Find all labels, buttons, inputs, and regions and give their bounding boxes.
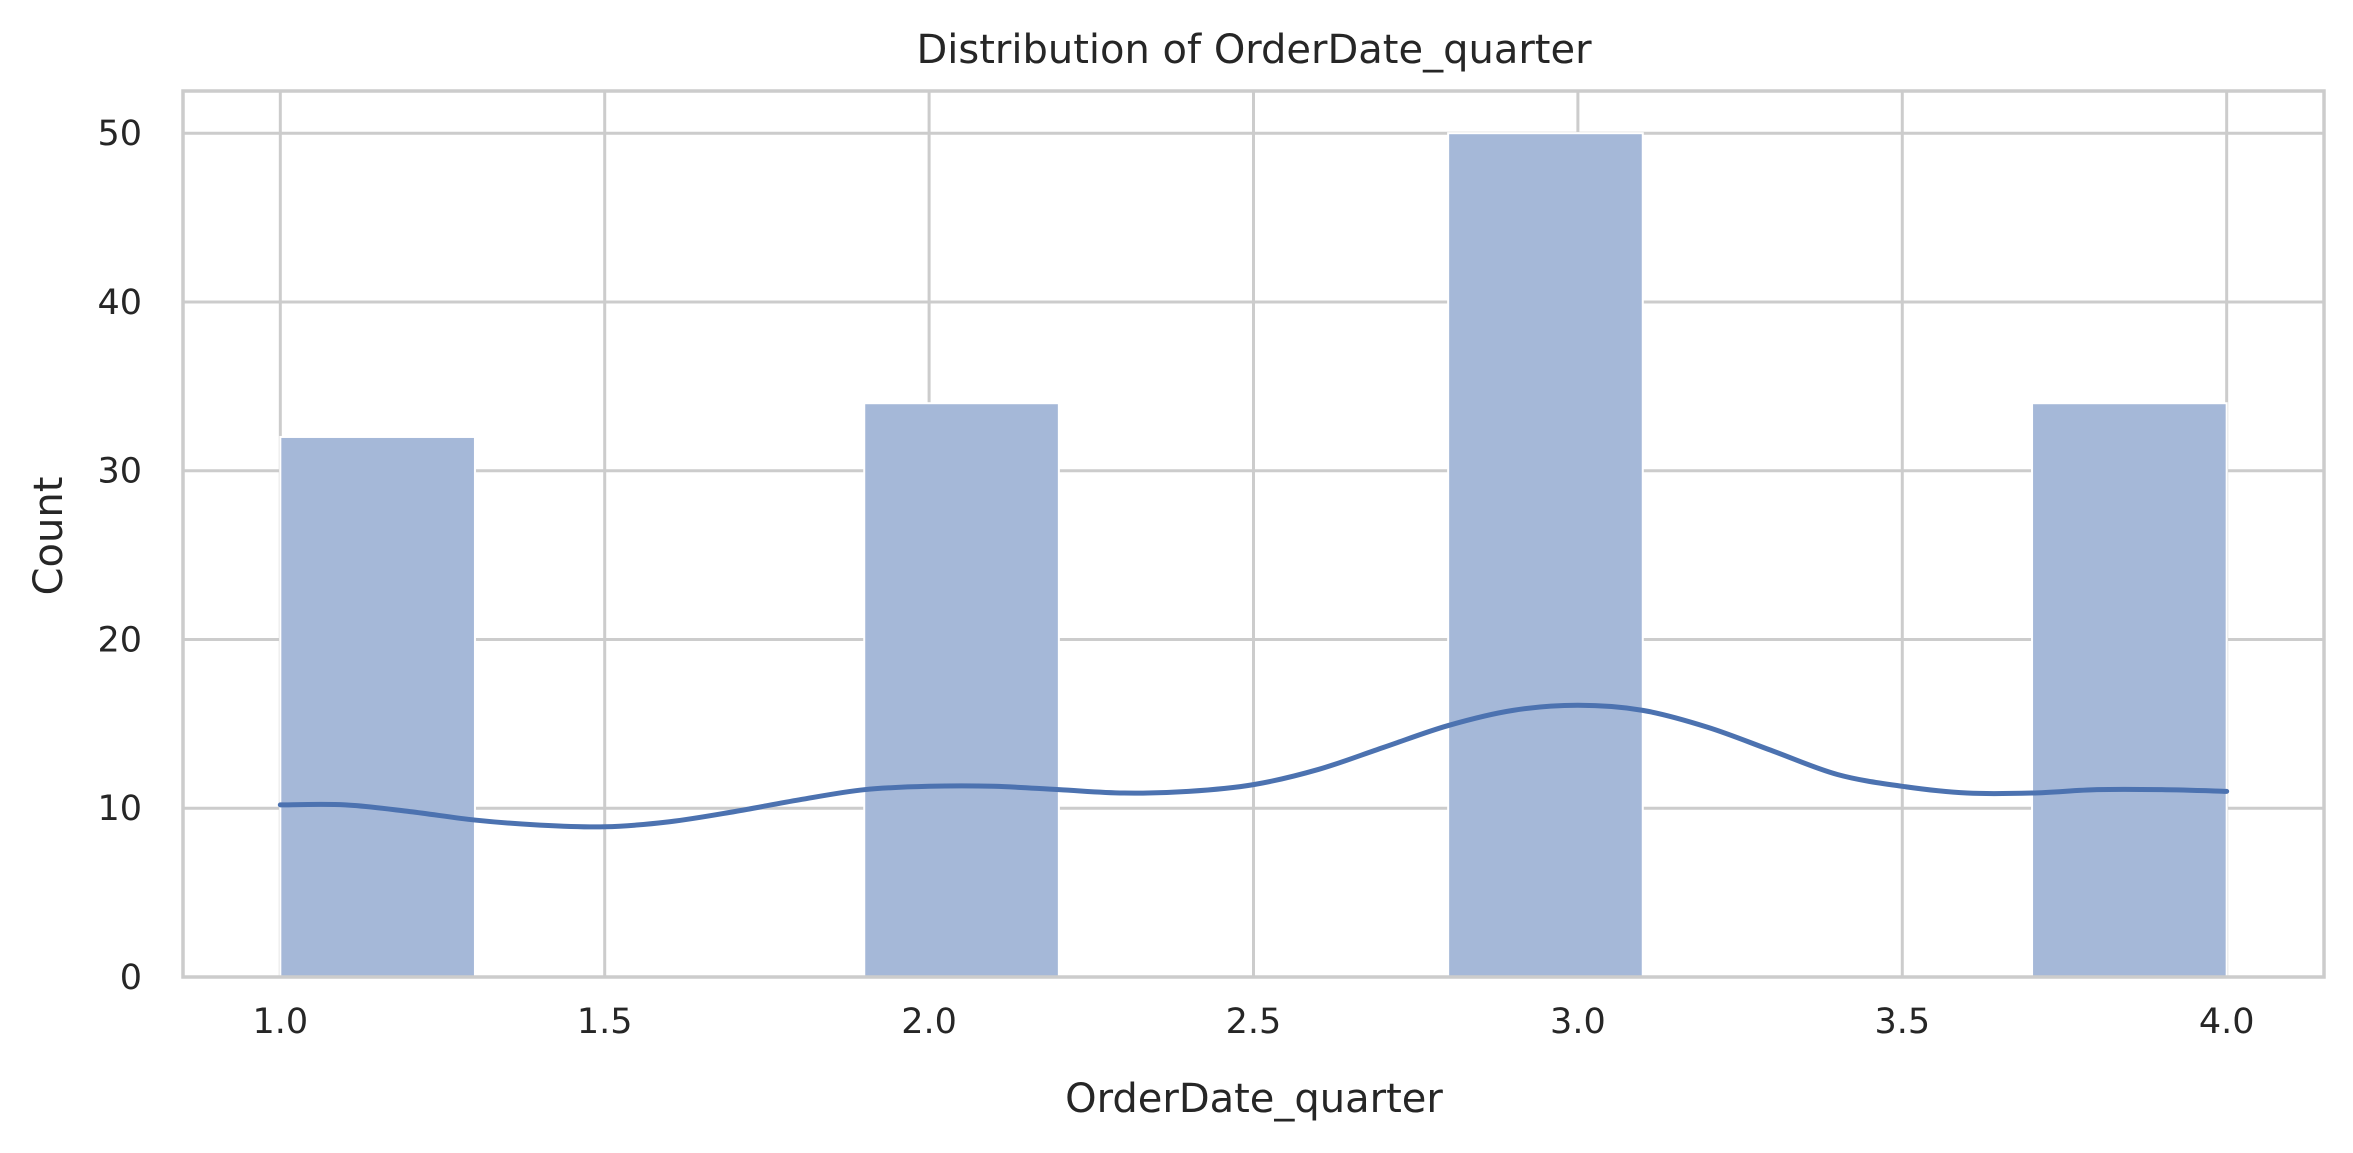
kde-curve-group: [277, 702, 2230, 830]
y-tick-label: 30: [97, 452, 142, 492]
x-tick-label: 4.0: [2199, 1002, 2255, 1042]
y-tick-label: 20: [97, 620, 142, 660]
y-tick-label: 0: [120, 958, 142, 998]
y-axis-label: Count: [26, 477, 72, 596]
histogram-bar: [1447, 132, 1644, 978]
histogram-bar: [2031, 402, 2228, 978]
x-tick-label: 3.5: [1874, 1002, 1930, 1042]
x-tick-labels: 1.0 1.5 2.0 2.5 3.0 3.5 4.0: [252, 1002, 2254, 1042]
y-tick-label: 10: [97, 789, 142, 829]
kde-curve: [277, 702, 2230, 830]
y-tick-labels: 0 10 20 30 40 50: [97, 114, 142, 998]
x-tick-label: 2.0: [901, 1002, 957, 1042]
histogram-bar: [863, 402, 1060, 978]
x-tick-label: 1.0: [252, 1002, 308, 1042]
y-tick-label: 40: [97, 283, 142, 323]
x-tick-label: 2.5: [1226, 1002, 1282, 1042]
x-axis-label: OrderDate_quarter: [1065, 1076, 1443, 1122]
plot-frame: [181, 89, 2326, 979]
x-tick-label: 3.0: [1550, 1002, 1606, 1042]
x-tick-label: 1.5: [577, 1002, 633, 1042]
y-tick-label: 50: [97, 114, 142, 154]
histogram-bar: [279, 435, 476, 978]
histogram-bars: [279, 132, 2228, 978]
chart-title: Distribution of OrderDate_quarter: [916, 27, 1592, 73]
